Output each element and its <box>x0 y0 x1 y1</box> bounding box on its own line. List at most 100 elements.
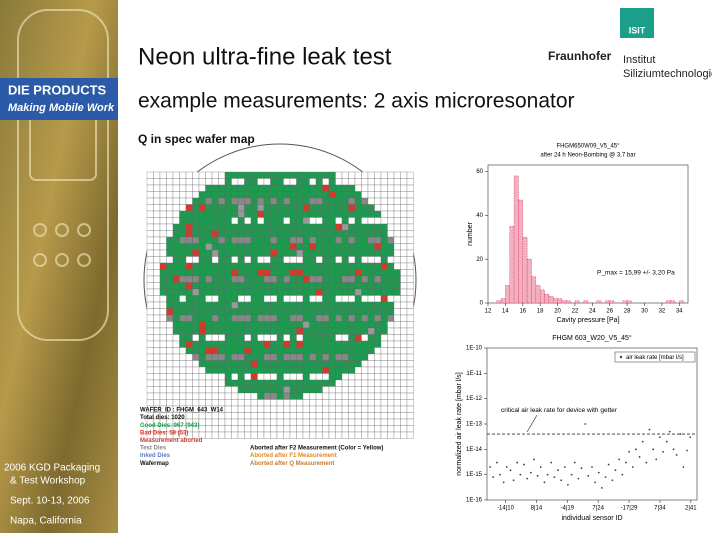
die <box>193 218 200 225</box>
die <box>238 432 245 439</box>
die <box>245 296 252 303</box>
die <box>173 367 180 374</box>
die <box>232 413 239 420</box>
die <box>193 315 200 322</box>
die <box>193 335 200 342</box>
die <box>167 172 174 179</box>
die <box>238 302 245 309</box>
die <box>407 192 414 199</box>
point <box>655 459 657 461</box>
die <box>407 250 414 257</box>
die <box>407 224 414 231</box>
die <box>173 172 180 179</box>
die <box>401 387 408 394</box>
die <box>193 244 200 251</box>
die <box>368 413 375 420</box>
die <box>225 367 232 374</box>
die <box>336 172 343 179</box>
die <box>342 276 349 283</box>
die <box>206 322 213 329</box>
die <box>297 341 304 348</box>
die <box>238 361 245 368</box>
die <box>375 315 382 322</box>
die <box>258 250 265 257</box>
die <box>277 322 284 329</box>
die <box>147 237 154 244</box>
die <box>199 172 206 179</box>
die <box>212 315 219 322</box>
die <box>381 198 388 205</box>
die <box>251 400 258 407</box>
die <box>264 406 271 413</box>
die <box>394 400 401 407</box>
die <box>342 400 349 407</box>
die <box>206 218 213 225</box>
die <box>284 309 291 316</box>
die <box>154 198 161 205</box>
die <box>310 315 317 322</box>
die <box>206 185 213 192</box>
die <box>180 179 187 186</box>
die <box>375 374 382 381</box>
die <box>147 218 154 225</box>
die <box>180 315 187 322</box>
die <box>336 218 343 225</box>
die <box>375 270 382 277</box>
die <box>368 309 375 316</box>
die <box>329 354 336 361</box>
die <box>329 263 336 270</box>
die <box>368 179 375 186</box>
die <box>336 270 343 277</box>
die <box>199 250 206 257</box>
die <box>245 283 252 290</box>
die <box>186 192 193 199</box>
die <box>271 250 278 257</box>
die <box>173 250 180 257</box>
die <box>225 185 232 192</box>
die <box>219 426 226 433</box>
die <box>167 348 174 355</box>
die <box>167 218 174 225</box>
die <box>336 244 343 251</box>
die <box>180 380 187 387</box>
die <box>316 231 323 238</box>
die <box>297 276 304 283</box>
die <box>167 231 174 238</box>
die <box>388 276 395 283</box>
die <box>394 406 401 413</box>
die <box>407 432 414 439</box>
die <box>394 335 401 342</box>
die <box>323 400 330 407</box>
die <box>342 380 349 387</box>
die <box>388 426 395 433</box>
point <box>571 474 573 476</box>
die <box>193 367 200 374</box>
die <box>186 361 193 368</box>
die <box>173 315 180 322</box>
die <box>193 192 200 199</box>
die <box>258 263 265 270</box>
die <box>297 231 304 238</box>
die <box>160 185 167 192</box>
y-tick-label: 40 <box>476 213 483 219</box>
die <box>303 328 310 335</box>
die <box>271 315 278 322</box>
die <box>297 400 304 407</box>
die <box>407 185 414 192</box>
die <box>336 393 343 400</box>
die <box>381 257 388 264</box>
die <box>277 341 284 348</box>
die <box>342 289 349 296</box>
die <box>407 257 414 264</box>
die <box>232 192 239 199</box>
die <box>407 205 414 212</box>
die <box>388 413 395 420</box>
die <box>173 322 180 329</box>
die <box>297 367 304 374</box>
die <box>342 322 349 329</box>
die <box>271 289 278 296</box>
die <box>271 237 278 244</box>
die <box>407 406 414 413</box>
die <box>186 231 193 238</box>
die <box>180 257 187 264</box>
